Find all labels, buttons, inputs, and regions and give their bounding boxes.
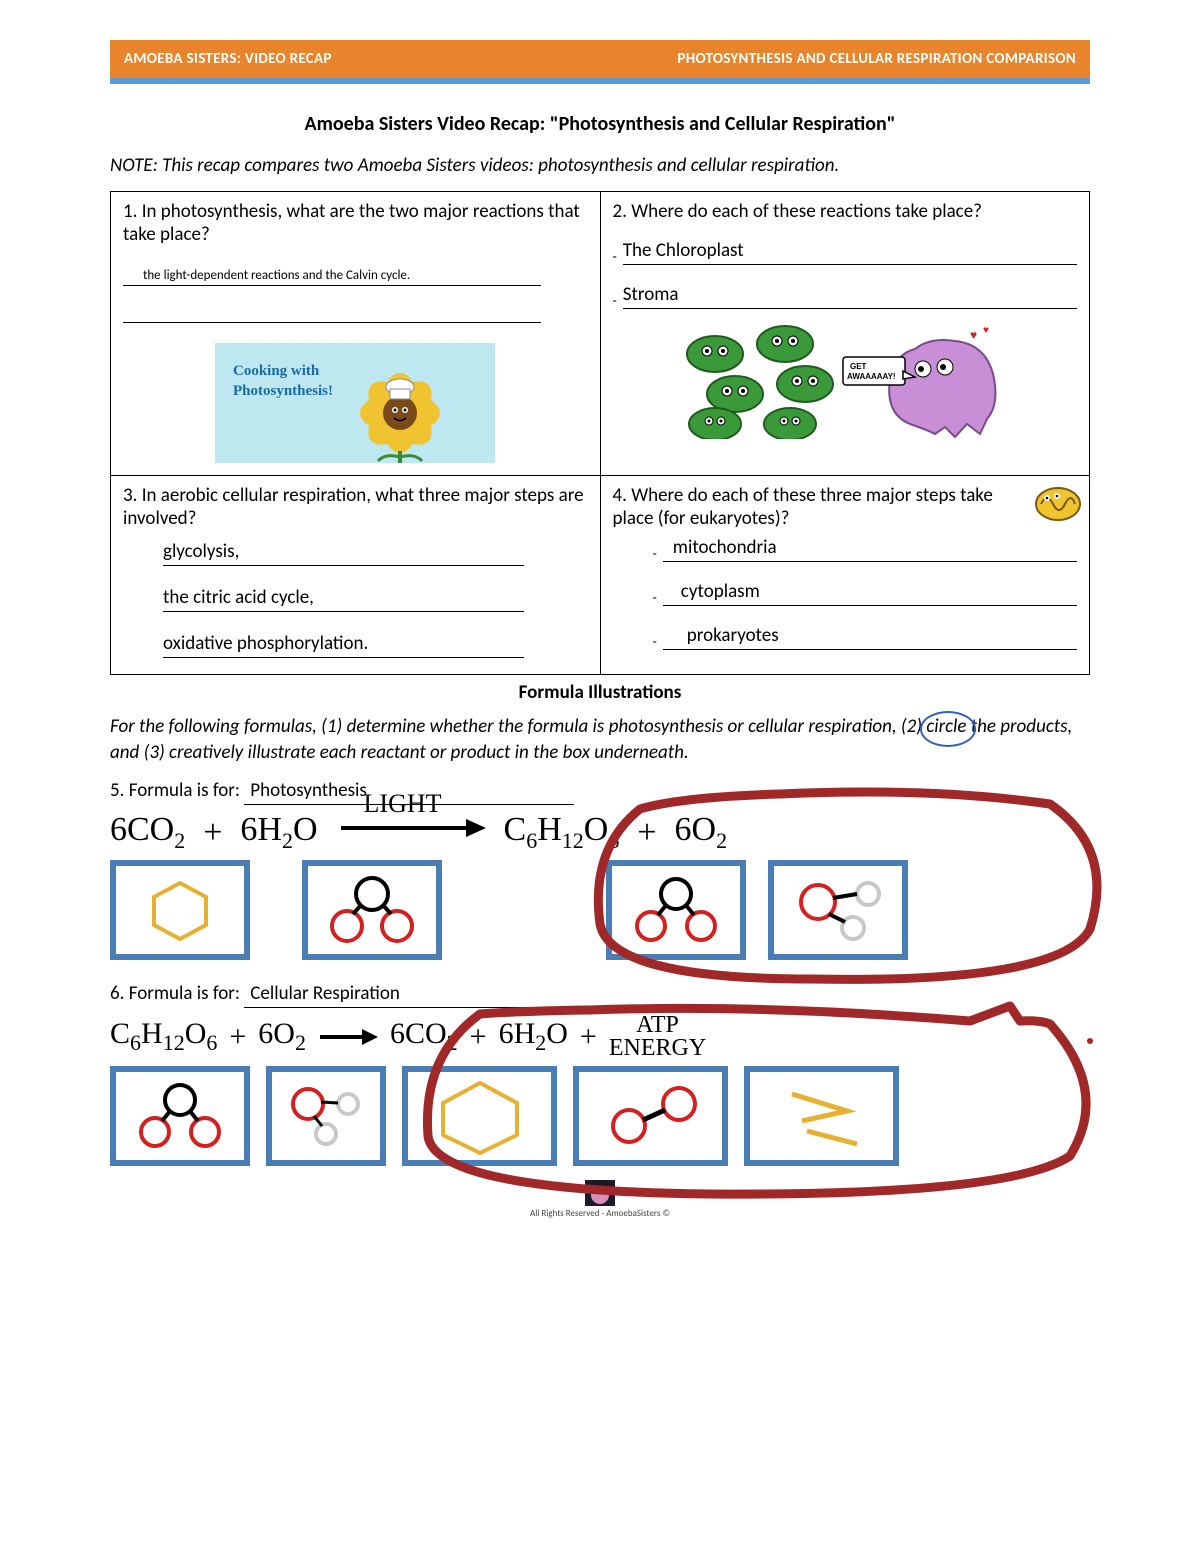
formula6-answer: Cellular Respiration — [244, 982, 574, 1008]
formula5-equation: 6CO2 + 6H2O LIGHT C6H12O6 + 6O2 — [110, 811, 1090, 854]
header-right: PHOTOSYNTHESIS AND CELLULAR RESPIRATION … — [677, 50, 1076, 68]
instr-pre: For the following formulas, (1) determin… — [110, 715, 926, 738]
header-strip — [110, 78, 1090, 84]
cell-q3: 3. In aerobic cellular respiration, what… — [111, 476, 601, 675]
formula5-label-row: 5. Formula is for: Photosynthesis — [110, 779, 1090, 805]
formula5-block: 6CO2 + 6H2O LIGHT C6H12O6 + 6O2 — [110, 811, 1090, 960]
q1-ans2 — [123, 320, 541, 323]
svg-text:Photosynthesis!: Photosynthesis! — [233, 383, 333, 399]
formula6-label: 6. Formula is for: — [110, 982, 240, 1005]
box-h2o-2 — [573, 1066, 728, 1166]
formula6-boxes — [110, 1066, 1090, 1166]
formula5-boxes — [110, 860, 1090, 960]
q3-ans1: glycolysis, — [163, 540, 524, 566]
f5-6co2: 6CO2 — [110, 811, 185, 854]
formula-section-title: Formula Illustrations — [110, 681, 1090, 704]
svg-text:Cooking with: Cooking with — [233, 363, 320, 379]
header-left: AMOEBA SISTERS: VIDEO RECAP — [124, 50, 332, 68]
svg-text:♥: ♥ — [983, 323, 989, 336]
cell-q2: 2. Where do each of these reactions take… — [600, 192, 1090, 476]
plus-icon: + — [580, 1020, 597, 1054]
q2-ans1: The Chloroplast — [623, 239, 1077, 265]
box-co2-2 — [402, 1066, 557, 1166]
instr-circled: circle — [926, 714, 966, 740]
f5-light-label: LIGHT — [364, 789, 442, 819]
f6-6o2: 6O2 — [258, 1017, 306, 1056]
cartoon-cooking: Cooking with Photosynthesis! — [215, 343, 495, 463]
formula6-label-row: 6. Formula is for: Cellular Respiration — [110, 982, 1090, 1008]
instructions: For the following formulas, (1) determin… — [110, 714, 1090, 765]
f6-glucose: C6H12O6 — [110, 1017, 217, 1056]
f6-atp: ATPENERGY — [609, 1014, 706, 1060]
q1-ans1: the light-dependent reactions and the Ca… — [123, 268, 541, 286]
f6-6co2: 6CO2 — [390, 1017, 458, 1056]
mitochondria-icon — [1033, 482, 1083, 526]
svg-text:GET: GET — [850, 362, 867, 371]
q4-ans1: mitochondria — [663, 536, 1077, 562]
cell-q1: 1. In photosynthesis, what are the two m… — [111, 192, 601, 476]
box-glucose-2 — [110, 1066, 250, 1166]
header-bar: AMOEBA SISTERS: VIDEO RECAP PHOTOSYNTHES… — [110, 40, 1090, 78]
page-title: Amoeba Sisters Video Recap: "Photosynthe… — [110, 112, 1090, 136]
plus-icon: + — [637, 814, 656, 852]
formula6-block: C6H12O6 + 6O2 6CO2 + 6H2O + ATPENERGY — [110, 1014, 1090, 1166]
footer-text: All Rights Reserved - AmoebaSisters © — [530, 1208, 670, 1219]
q2-ans2: Stroma — [623, 283, 1077, 309]
q4-prompt: 4. Where do each of these three major st… — [613, 484, 1078, 530]
question-grid: 1. In photosynthesis, what are the two m… — [110, 191, 1090, 675]
f6-6h2o: 6H2O — [499, 1017, 568, 1056]
box-h2o — [302, 860, 442, 960]
plus-icon: + — [470, 1020, 487, 1054]
q1-prompt: 1. In photosynthesis, what are the two m… — [123, 200, 588, 246]
box-o2 — [768, 860, 908, 960]
formula5-label: 5. Formula is for: — [110, 779, 240, 802]
plus-icon: + — [229, 1020, 246, 1054]
f5-6o2: 6O2 — [675, 811, 728, 854]
cartoon-get-away: ♥ ♥ GET AWAAAAAY! — [675, 319, 1015, 439]
q2-prompt: 2. Where do each of these reactions take… — [613, 200, 1078, 223]
q3-ans2: the citric acid cycle, — [163, 586, 524, 612]
note: NOTE: This recap compares two Amoeba Sis… — [110, 154, 1090, 177]
svg-text:♥: ♥ — [970, 329, 977, 343]
plus-icon: + — [203, 814, 222, 852]
q4-ans2: cytoplasm — [663, 580, 1077, 606]
box-atp-energy — [744, 1066, 899, 1166]
f5-glucose: C6H12O6 — [504, 811, 620, 854]
footer-logo-icon — [585, 1180, 615, 1206]
formula6-equation: C6H12O6 + 6O2 6CO2 + 6H2O + ATPENERGY — [110, 1014, 1090, 1060]
svg-text:AWAAAAAY!: AWAAAAAY! — [847, 372, 896, 381]
q4-ans3: prokaryotes — [663, 624, 1077, 650]
f6-arrow — [318, 1024, 378, 1050]
box-glucose — [606, 860, 746, 960]
q3-ans3: oxidative phosphorylation. — [163, 632, 524, 658]
f5-6h2o: 6H2O — [240, 811, 317, 854]
box-co2-hexagon — [110, 860, 250, 960]
f5-arrow: LIGHT — [336, 813, 486, 852]
cell-q4: 4. Where do each of these three major st… — [600, 476, 1090, 675]
q3-prompt: 3. In aerobic cellular respiration, what… — [123, 484, 588, 530]
footer: All Rights Reserved - AmoebaSisters © — [110, 1180, 1090, 1219]
box-o2-2 — [266, 1066, 386, 1166]
